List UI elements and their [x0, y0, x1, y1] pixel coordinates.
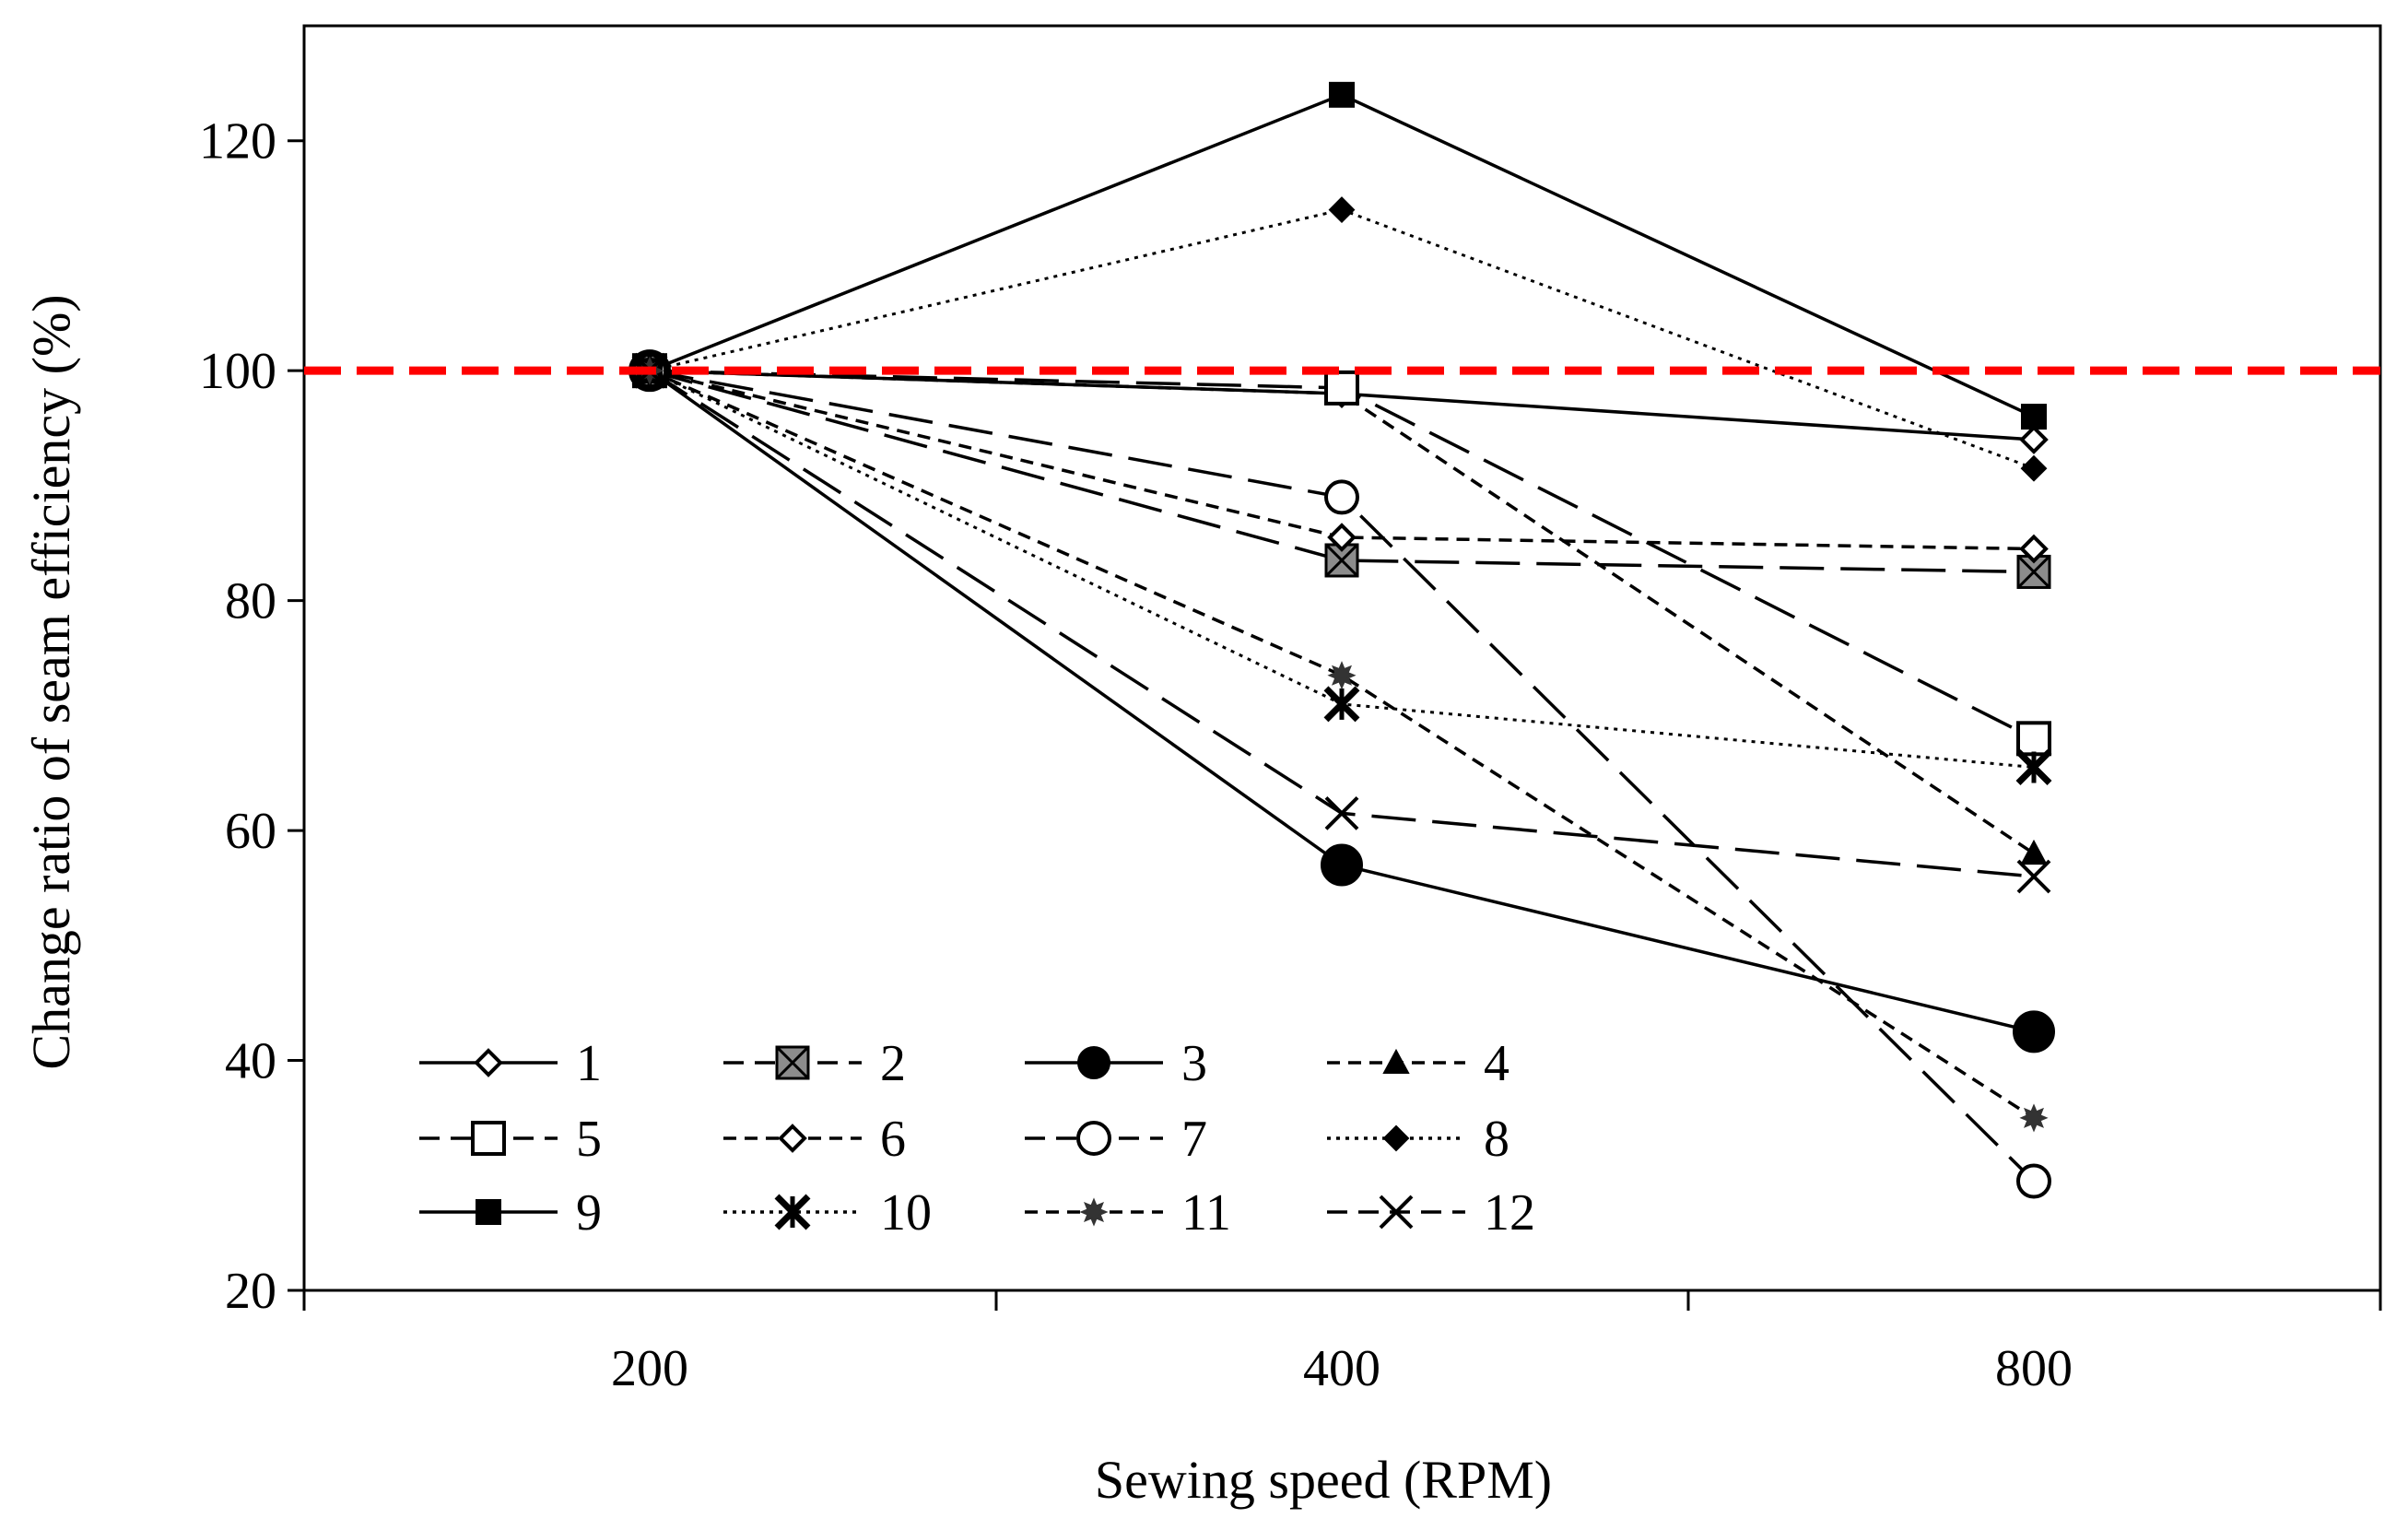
legend-label-7: 7 — [1181, 1111, 1207, 1168]
legend-item-12: 12 — [1327, 1184, 1535, 1242]
legend-item-5: 5 — [419, 1111, 602, 1168]
point-5-400 — [1324, 370, 1359, 406]
legend-item-7: 7 — [1025, 1111, 1207, 1168]
legend-item-9: 9 — [419, 1184, 602, 1242]
legend-marker-10 — [774, 1194, 811, 1230]
legend-item-11: 11 — [1025, 1184, 1231, 1242]
legend-marker-1 — [474, 1048, 503, 1077]
legend-marker-7 — [1076, 1121, 1111, 1156]
legend-label-1: 1 — [576, 1035, 602, 1092]
legend-item-8: 8 — [1327, 1111, 1509, 1168]
legend-label-10: 10 — [880, 1184, 932, 1242]
y-tick-label-120: 120 — [199, 113, 276, 171]
plot-area-frame — [302, 24, 2382, 1292]
series-line-2 — [649, 369, 2035, 574]
y-tick-label-20: 20 — [225, 1263, 276, 1320]
x-tick-label-800: 800 — [1995, 1340, 2073, 1397]
point-10-800 — [2015, 749, 2052, 785]
point-7-400 — [1324, 479, 1359, 515]
legend-label-12: 12 — [1484, 1184, 1535, 1242]
legend-label-5: 5 — [576, 1111, 602, 1168]
point-9-400 — [1329, 81, 1355, 108]
point-8-800 — [2020, 454, 2048, 482]
legend-item-2: 2 — [723, 1035, 906, 1092]
point-5-800 — [2016, 721, 2051, 757]
y-tick-label-80: 80 — [225, 573, 276, 630]
legend-marker-11 — [1079, 1197, 1109, 1227]
point-11-800 — [2019, 1103, 2049, 1133]
legend-item-3: 3 — [1025, 1035, 1207, 1092]
x-tick-label-200: 200 — [611, 1340, 688, 1397]
point-3-800 — [2013, 1010, 2055, 1053]
point-9-800 — [2021, 404, 2047, 430]
legend-marker-5 — [471, 1121, 506, 1156]
series-markers — [628, 81, 2055, 1199]
series-line-11 — [649, 369, 2035, 1120]
point-12-400 — [1324, 795, 1359, 830]
legend-label-11: 11 — [1181, 1184, 1231, 1242]
legend-label-2: 2 — [880, 1035, 906, 1092]
y-tick-label-60: 60 — [225, 803, 276, 860]
legend-marker-12 — [1379, 1195, 1414, 1230]
y-tick-label-40: 40 — [225, 1033, 276, 1090]
point-3-400 — [1321, 843, 1363, 887]
legend-label-8: 8 — [1484, 1111, 1509, 1168]
point-10-400 — [1323, 686, 1360, 723]
legend-marker-6 — [778, 1124, 807, 1153]
legend-item-6: 6 — [723, 1111, 906, 1168]
point-6-800 — [2019, 534, 2049, 564]
point-1-800 — [2019, 425, 2049, 454]
legend-marker-9 — [476, 1199, 501, 1225]
legend-label-4: 4 — [1484, 1035, 1509, 1092]
legend-item-4: 4 — [1327, 1035, 1509, 1092]
legend-item-1: 1 — [419, 1035, 602, 1092]
legend-label-6: 6 — [880, 1111, 906, 1168]
y-tick-label-100: 100 — [199, 343, 276, 400]
point-4-800 — [2020, 839, 2048, 865]
point-11-400 — [1327, 661, 1357, 690]
point-6-400 — [1327, 523, 1357, 552]
x-tick-label-400: 400 — [1303, 1340, 1380, 1397]
legend-label-3: 3 — [1181, 1035, 1207, 1092]
point-12-800 — [2016, 859, 2051, 894]
legend-item-10: 10 — [723, 1184, 932, 1242]
legend-marker-4 — [1382, 1048, 1410, 1075]
legend-marker-3 — [1077, 1046, 1110, 1079]
legend-label-9: 9 — [576, 1184, 602, 1242]
legend-marker-8 — [1382, 1124, 1410, 1152]
y-axis-title: Change ratio of seam efficiency (%) — [21, 294, 81, 1069]
x-axis-title: Sewing speed (RPM) — [1095, 1450, 1552, 1510]
legend-marker-2 — [775, 1045, 810, 1080]
point-7-800 — [2016, 1163, 2051, 1199]
point-8-400 — [1328, 196, 1356, 223]
